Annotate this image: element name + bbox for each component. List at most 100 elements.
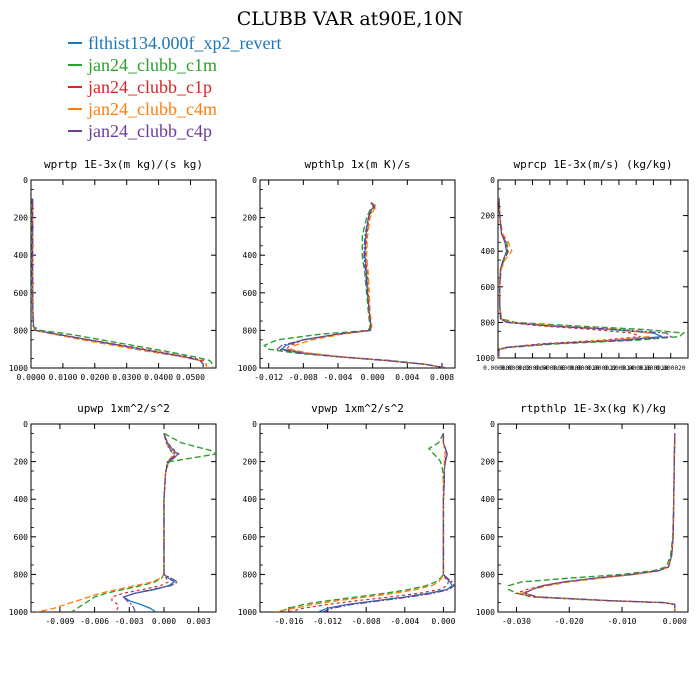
chart-panel-3: wprcp 1E-3x(m/s) (kg/kg) 0 200 400 600 800 100… xyxy=(476,158,689,372)
x-tick-label: -0.010 xyxy=(608,617,637,626)
y-tick-label: 1000 xyxy=(238,364,257,373)
x-tick-label: -0.008 xyxy=(352,617,381,626)
plot-frame xyxy=(497,179,689,359)
chart-panel-5: vpwp 1xm^2/s^2 0 200 400 600 800 1000 -0.016 -0.… xyxy=(238,402,456,626)
legend-label: jan24_clubb_c1m xyxy=(88,54,217,75)
x-tick-label: -0.012 xyxy=(313,617,342,626)
series-line-jan24_clubb_c1m xyxy=(507,433,676,612)
series-line-jan24_clubb_c4p xyxy=(322,433,455,612)
y-tick-label: 600 xyxy=(14,289,29,298)
series-line-jan24_clubb_c1m xyxy=(31,198,214,368)
legend-label: jan24_clubb_c1p xyxy=(88,76,212,97)
x-tick-label: 0.000012 xyxy=(587,365,617,372)
x-tick-label: -0.020 xyxy=(555,617,584,626)
x-tick-label: 0.004 xyxy=(395,373,419,382)
chart-panel-2: wpthlp 1x(m K)/s02004006008001000-0.012-… xyxy=(238,158,456,382)
x-tick-label: -0.016 xyxy=(275,617,304,626)
y-tick-label: 800 xyxy=(481,318,496,327)
y-tick-label: 800 xyxy=(14,326,29,335)
legend-label: flthist134.000f_xp2_revert xyxy=(88,32,282,53)
y-tick-label: 600 xyxy=(14,533,29,542)
y-tick-label: 200 xyxy=(481,458,496,467)
y-tick-label: 1000 xyxy=(476,354,495,363)
legend-label: jan24_clubb_c4m xyxy=(88,98,217,119)
panel-title: wprtp 1E-3x(m kg)/(s kg) xyxy=(44,158,203,171)
y-tick-label: 200 xyxy=(243,214,258,223)
y-tick-label: 1000 xyxy=(9,364,28,373)
x-tick-label: 0.000000 xyxy=(483,365,513,372)
series-line-jan24_clubb_c1m xyxy=(279,433,445,612)
legend-item-jan24-clubb-c4p: jan24_clubb_c4p xyxy=(68,120,281,142)
panel-title: rtpthlp 1E-3x(kg K)/kg xyxy=(520,402,666,415)
legend-line xyxy=(68,86,82,88)
x-tick-label: 0.000018 xyxy=(639,365,669,372)
y-tick-label: 0 xyxy=(252,420,257,429)
y-tick-label: 800 xyxy=(481,570,496,579)
x-tick-label: -0.009 xyxy=(45,617,74,626)
x-tick-label: -0.003 xyxy=(115,617,144,626)
legend-item-jan24-clubb-c1p: jan24_clubb_c1p xyxy=(68,76,281,98)
y-tick-label: 400 xyxy=(481,495,496,504)
y-tick-label: 400 xyxy=(243,495,258,504)
series-line-jan24_clubb_c4m xyxy=(36,433,176,612)
y-tick-label: 0 xyxy=(490,176,495,185)
y-tick-label: 800 xyxy=(14,570,29,579)
plot-frame xyxy=(30,423,217,613)
y-tick-label: 400 xyxy=(14,495,29,504)
x-tick-label: 0.000002 xyxy=(500,365,530,372)
legend-item-jan24-clubb-c4m: jan24_clubb_c4m xyxy=(68,98,281,120)
x-tick-label: 0.000 xyxy=(431,617,455,626)
series-line-jan24_clubb_c1p xyxy=(31,198,208,368)
x-tick-label: 0.000008 xyxy=(552,365,582,372)
series-line-jan24_clubb_c1p xyxy=(498,197,641,358)
panel-title: vpwp 1xm^2/s^2 xyxy=(311,402,404,415)
series-line-jan24_clubb_c4m xyxy=(31,198,208,368)
x-tick-label: 0.0200 xyxy=(80,373,109,382)
legend-item-jan24-clubb-c1m: jan24_clubb_c1m xyxy=(68,54,281,76)
series-line-jan24_clubb_c4m xyxy=(274,433,447,612)
legend-line xyxy=(68,108,82,110)
x-tick-label: 0.000004 xyxy=(518,365,548,372)
x-tick-label: 0.000016 xyxy=(621,365,651,372)
x-tick-label: 0.0300 xyxy=(112,373,141,382)
y-tick-label: 800 xyxy=(243,326,258,335)
x-tick-label: 0.000 xyxy=(361,373,385,382)
y-tick-label: 0 xyxy=(23,176,28,185)
y-tick-label: 200 xyxy=(243,458,258,467)
chart-panel-4: upwp 1xm^2/s^2 0 200 400 600 800 1000 -0.009 -0.… xyxy=(9,402,217,626)
y-tick-label: 1000 xyxy=(476,608,495,617)
x-tick-label: -0.008 xyxy=(289,373,318,382)
legend-line xyxy=(68,130,82,132)
plot-frame xyxy=(259,179,456,369)
x-tick-label: -0.012 xyxy=(254,373,283,382)
x-tick-label: 0.0500 xyxy=(176,373,205,382)
series-line-jan24_clubb_c4m xyxy=(498,197,650,358)
y-tick-label: 200 xyxy=(481,212,496,221)
y-tick-label: 200 xyxy=(14,458,29,467)
y-tick-label: 1000 xyxy=(9,608,28,617)
y-tick-label: 0 xyxy=(490,420,495,429)
panel-title: wprcp 1E-3x(m/s) (kg/kg) xyxy=(514,158,673,171)
figure-title: CLUBB VAR at90E,10N xyxy=(236,8,464,30)
x-tick-label: -0.030 xyxy=(502,617,531,626)
legend-label: jan24_clubb_c4p xyxy=(88,120,212,141)
legend-item-flthist134-000f-xp2-revert: flthist134.000f_xp2_revert xyxy=(68,32,281,54)
y-tick-label: 600 xyxy=(481,533,496,542)
series-line-jan24_clubb_c4p xyxy=(122,433,180,612)
x-tick-label: 0.0400 xyxy=(144,373,173,382)
y-tick-label: 1000 xyxy=(238,608,257,617)
x-tick-label: 0.003 xyxy=(187,617,211,626)
x-tick-label: -0.006 xyxy=(80,617,109,626)
y-tick-label: 200 xyxy=(14,214,29,223)
plot-frame xyxy=(497,423,689,613)
series-line-jan24_clubb_c4p xyxy=(498,197,673,358)
x-tick-label: 0.000006 xyxy=(535,365,565,372)
x-tick-label: 0.000 xyxy=(663,617,687,626)
x-tick-label: 0.000 xyxy=(152,617,176,626)
legend: flthist134.000f_xp2_revert jan24_clubb_c… xyxy=(68,32,281,142)
x-tick-label: 0.0000 xyxy=(17,373,46,382)
y-tick-label: 0 xyxy=(252,176,257,185)
legend-line xyxy=(68,64,82,66)
y-tick-label: 400 xyxy=(14,251,29,260)
y-tick-label: 400 xyxy=(243,251,258,260)
